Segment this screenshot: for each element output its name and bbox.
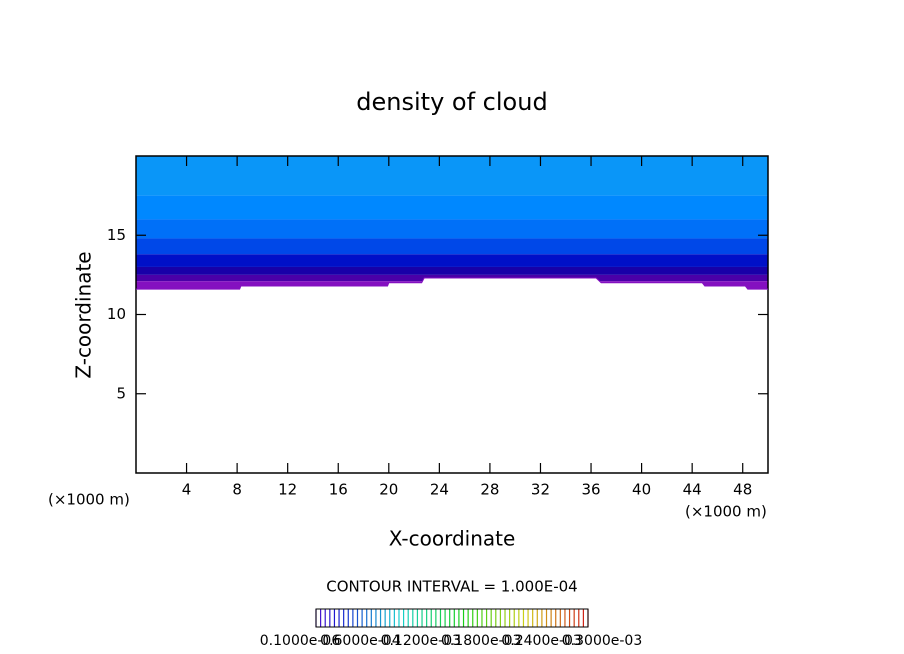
colorbar-label: 0.3000e-03 xyxy=(562,633,642,649)
x-tick-label: 40 xyxy=(632,481,651,499)
y-tick-label: 15 xyxy=(107,226,126,244)
colorbar-label: 0.1000e-06 xyxy=(260,633,341,649)
colorbar-label: 0.1800e-03 xyxy=(441,633,521,649)
contour-interval: CONTOUR INTERVAL = 1.000E-04 xyxy=(326,578,577,596)
contour-band xyxy=(136,219,768,239)
x-tick-label: 48 xyxy=(733,481,752,499)
chart-title: density of cloud xyxy=(356,88,547,116)
contour-band xyxy=(136,195,768,220)
x-tick-label: 4 xyxy=(182,481,192,499)
contour-band xyxy=(136,266,768,275)
y-axis-label: Z-coordinate xyxy=(72,251,96,378)
colorbar: 0.1000e-060.6000e-040.1200e-030.1800e-03… xyxy=(260,608,642,649)
x-unit: (×1000 m) xyxy=(685,503,767,521)
colorbar-label: 0.6000e-04 xyxy=(320,633,401,649)
x-tick-label: 8 xyxy=(232,481,242,499)
x-tick-label: 24 xyxy=(430,481,449,499)
contour-band xyxy=(136,254,768,267)
colorbar-label: 0.1200e-03 xyxy=(381,633,461,649)
y-tick-label: 10 xyxy=(107,305,126,323)
cloud-base xyxy=(136,277,768,290)
x-tick-label: 20 xyxy=(379,481,398,499)
x-tick-label: 36 xyxy=(581,481,600,499)
y-tick-label: 5 xyxy=(116,384,126,402)
colorbar-frame xyxy=(315,608,589,628)
x-tick-label: 28 xyxy=(480,481,499,499)
x-tick-label: 32 xyxy=(531,481,550,499)
contour-band xyxy=(136,156,768,196)
x-unit: (×1000 m) xyxy=(48,491,130,509)
contour-band xyxy=(136,281,768,290)
contour-band xyxy=(136,238,768,255)
x-axis-label: X-coordinate xyxy=(389,527,516,551)
contour-field xyxy=(136,156,768,290)
colorbar-label: 0.2400e-03 xyxy=(501,633,581,649)
x-tick-label: 16 xyxy=(329,481,348,499)
x-tick-label: 44 xyxy=(683,481,702,499)
x-tick-label: 12 xyxy=(278,481,297,499)
